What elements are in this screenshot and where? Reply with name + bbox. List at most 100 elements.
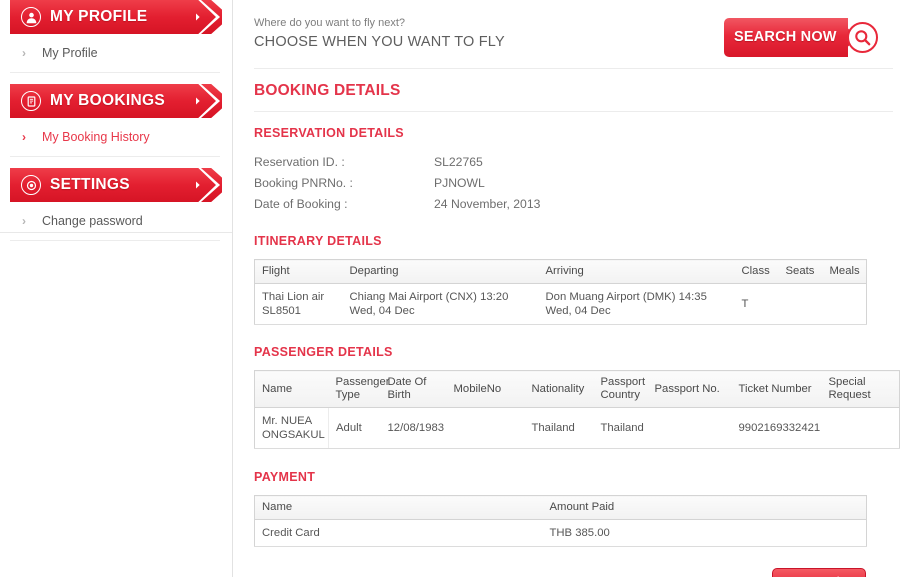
col-passport-country: Passport Country [593,370,648,408]
header-arrow-shape [196,0,222,34]
sidebar-header-settings[interactable]: SETTINGS [10,168,221,202]
hero-banner: Where do you want to fly next? CHOOSE WH… [254,16,893,69]
booking-pnr-label: Booking PNRNo. : [254,175,353,190]
date-of-booking-value: 24 November, 2013 [434,196,541,211]
bookings-icon [21,91,41,111]
sidebar-group-my-profile: MY PROFILE › My Profile [0,0,232,73]
header-arrow-shape [196,168,222,202]
hero-subtitle: Where do you want to fly next? [254,17,406,29]
group-spacer [0,157,232,168]
sidebar-header-label: MY PROFILE [50,8,148,25]
header-bar-shape [10,0,196,34]
col-meals: Meals [822,259,867,284]
sidebar-header-label: SETTINGS [50,176,130,193]
reservation-id-value: SL22765 [434,154,483,169]
cell-passenger-type: Adult [328,407,381,449]
sidebar: MY PROFILE › My Profile [0,0,233,577]
cell-passport-country: Thailand [593,407,648,449]
sidebar-group-settings: SETTINGS › Change password [0,168,232,241]
date-of-booking-label: Date of Booking : [254,196,348,211]
itinerary-table: Flight Departing Arriving Class Seats Me… [254,259,867,325]
sidebar-item-label: Change password [42,214,143,228]
arriving-date: Wed, 04 Dec [545,305,611,317]
sidebar-group-my-bookings: MY BOOKINGS › My Booking History [0,84,232,157]
search-button-bar-shape [724,18,848,57]
col-amount-paid: Amount Paid [542,495,867,520]
departing-date: Wed, 04 Dec [349,305,415,317]
reservation-id-label: Reservation ID. : [254,154,345,169]
cell-meals [822,283,867,325]
cell-departing: Chiang Mai Airport (CNX) 13:20 Wed, 04 D… [342,283,539,325]
passenger-details-heading: PASSENGER DETAILS [254,345,393,359]
settings-icon [21,175,41,195]
col-flight: Flight [254,259,343,284]
col-departing: Departing [342,259,539,284]
col-class: Class [734,259,779,284]
passenger-table: Name Passenger Type Date Of Birth Mobile… [254,370,900,449]
arriving-airport: Don Muang Airport (DMK) 14:35 [545,291,707,303]
col-name: Name [254,495,543,520]
table-header-row: Name Passenger Type Date Of Birth Mobile… [254,370,900,408]
cell-seats [778,283,823,325]
cell-nationality: Thailand [524,407,594,449]
sidebar-item-label: My Profile [42,46,98,60]
table-header-row: Flight Departing Arriving Class Seats Me… [254,259,867,284]
itinerary-details-heading: ITINERARY DETAILS [254,234,382,248]
reservation-details-list: Reservation ID. : SL22765 Booking PNRNo.… [254,151,893,214]
header-bar-shape [10,84,196,118]
col-special-request: Special Request [821,370,900,408]
col-seats: Seats [778,259,823,284]
sidebar-item-label: My Booking History [42,130,150,144]
cell-mobile-no [446,407,525,449]
search-now-button[interactable]: SEARCH NOW [724,18,881,57]
flight-number: SL8501 [262,305,301,317]
page-title: BOOKING DETAILS [254,82,893,112]
cell-class: T [734,283,779,325]
payment-table: Name Amount Paid Credit Card THB 385.00 [254,495,867,547]
header-bar-shape [10,168,196,202]
col-name: Name [254,370,329,408]
flight-airline: Thai Lion air [262,291,325,303]
chevron-right-icon: › [22,130,26,144]
col-arriving: Arriving [538,259,735,284]
cell-date-of-birth: 12/08/1983 [380,407,447,449]
departing-airport: Chiang Mai Airport (CNX) 13:20 [349,291,509,303]
col-date-of-birth: Date Of Birth [380,370,447,408]
passenger-name-line2: ONGSAKUL [262,429,325,441]
cell-name: Mr. NUEA ONGSAKUL [254,407,329,449]
table-row: Thai Lion air SL8501 Chiang Mai Airport … [254,283,867,325]
col-nationality: Nationality [524,370,594,408]
cell-special-request [821,407,900,449]
table-row: Mr. NUEA ONGSAKUL Adult 12/08/1983 Thail… [254,407,900,449]
cell-flight: Thai Lion air SL8501 [254,283,343,325]
passenger-name-line1: Mr. NUEA [262,415,313,427]
sidebar-item-change-password[interactable]: › Change password [10,202,220,241]
col-passport-no: Passport No. [647,370,732,408]
main-content: Where do you want to fly next? CHOOSE WH… [234,0,901,577]
sidebar-item-my-profile[interactable]: › My Profile [10,34,220,73]
booking-pnr-value: PJNOWL [434,175,485,190]
reservation-details-heading: RESERVATION DETAILS [254,126,404,140]
group-spacer [0,73,232,84]
table-row: Credit Card THB 385.00 [254,519,867,547]
footer-actions: Go Back [254,568,866,577]
user-icon [21,7,41,27]
reservation-row: Booking PNRNo. : PJNOWL [254,172,893,193]
sidebar-header-my-bookings[interactable]: MY BOOKINGS [10,84,221,118]
cell-ticket-number: 9902169332421 [731,407,822,449]
sidebar-panel: MY PROFILE › My Profile [0,0,232,241]
col-ticket-number: Ticket Number [731,370,822,408]
chevron-right-icon: › [22,214,26,228]
go-back-button[interactable]: Go Back [772,568,866,577]
sidebar-header-my-profile[interactable]: MY PROFILE [10,0,221,34]
col-mobile-no: MobileNo [446,370,525,408]
sidebar-item-my-booking-history[interactable]: › My Booking History [10,118,220,157]
cell-amount-paid: THB 385.00 [542,519,867,547]
header-arrow-shape [196,84,222,118]
sidebar-header-label: MY BOOKINGS [50,92,165,109]
table-header-row: Name Amount Paid [254,495,867,520]
hero-title: CHOOSE WHEN YOU WANT TO FLY [254,34,505,50]
payment-heading: PAYMENT [254,470,316,484]
reservation-row: Reservation ID. : SL22765 [254,151,893,172]
